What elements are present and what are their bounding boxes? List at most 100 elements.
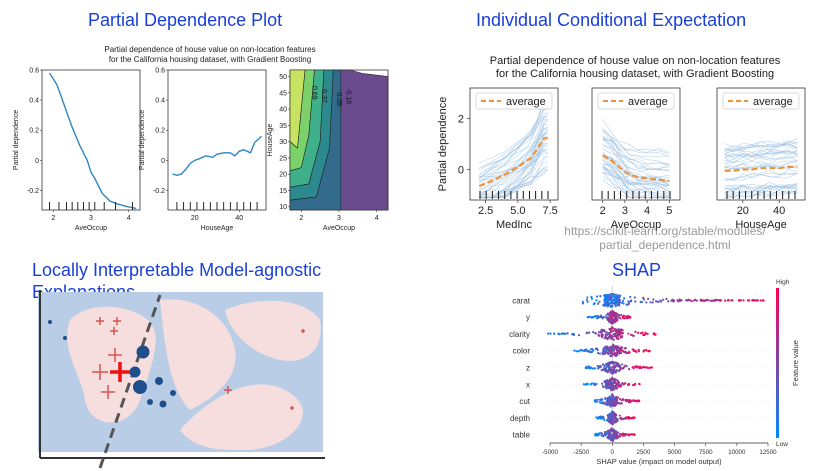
shap-point: [617, 381, 620, 384]
shap-point: [615, 397, 619, 401]
pdp-ylabel: Partial dependence: [139, 110, 146, 170]
shap-point: [601, 415, 605, 419]
ice-xtick-label: 5.0: [510, 205, 525, 217]
pdp-ytick-label: 40: [279, 107, 287, 114]
shap-xtick-label: 2500: [637, 449, 651, 456]
shap-point: [617, 313, 620, 316]
lime-red-cross: [108, 348, 122, 362]
shap-point: [678, 299, 682, 303]
shap-point: [590, 316, 593, 319]
shap-point: [611, 411, 614, 415]
shap-point: [573, 349, 576, 352]
shap-point: [610, 322, 613, 325]
shap-point: [606, 338, 609, 341]
pdp-xtick-label: 4: [375, 215, 379, 222]
ice-curve: [724, 170, 798, 182]
pdp-ytick-label: 0.2: [155, 128, 165, 135]
shap-point: [597, 433, 600, 436]
ice-curve: [724, 189, 798, 198]
ice-curve: [602, 139, 670, 153]
pdp-ytick-label: 0.4: [29, 98, 39, 105]
shap-point: [617, 346, 620, 349]
shap-feature-label: color: [513, 347, 531, 356]
ice-curve: [724, 154, 798, 164]
ice-heading: Individual Conditional Expectation: [476, 10, 747, 30]
shap-point: [726, 299, 730, 302]
shap-point: [602, 329, 606, 332]
ice-curve: [479, 118, 548, 191]
shap-point: [608, 336, 611, 339]
ice-curve: [602, 171, 670, 192]
ice-curve: [478, 144, 548, 197]
lime-blue-dot: [147, 399, 153, 405]
shap-point: [614, 384, 617, 387]
shap-point: [739, 299, 742, 302]
ice-xtick-label: 7.5: [542, 205, 557, 217]
pdp-xtick-label: 2: [51, 215, 55, 222]
lime-blue-dot: [48, 320, 52, 324]
ice-curve: [724, 155, 798, 167]
shap-point: [597, 315, 600, 318]
shap-point: [747, 299, 751, 302]
shap-point: [613, 421, 616, 424]
shap-feature-label: x: [526, 380, 530, 389]
shap-point: [597, 302, 600, 305]
shap-point: [667, 300, 670, 303]
shap-point: [707, 299, 710, 302]
lime-red-cross: [101, 385, 115, 399]
shap-point: [614, 312, 617, 315]
shap-point: [562, 332, 565, 335]
pdp-ytick-label: 0.4: [155, 98, 165, 105]
lime-red-cross: [113, 317, 121, 325]
shap-point: [602, 349, 605, 353]
shap-point: [600, 369, 603, 372]
shap-point: [608, 431, 611, 434]
shap-point: [621, 367, 625, 370]
shap-point: [609, 414, 612, 418]
shap-point: [611, 345, 614, 348]
shap-point: [695, 299, 699, 302]
pdp-axes-frame: [167, 69, 267, 211]
pdp-xlabel: AveOccup: [323, 225, 355, 232]
shap-point: [643, 333, 646, 336]
shap-point: [601, 363, 605, 366]
shap-point: [715, 298, 718, 302]
shap-point: [629, 295, 632, 299]
shap-point: [609, 419, 612, 422]
lime-red-cross: [290, 406, 294, 410]
pdp-xtick-label: 20: [191, 215, 199, 222]
shap-point: [623, 434, 626, 437]
shap-point: [605, 349, 608, 352]
ice-curve: [602, 163, 670, 185]
shap-point: [616, 349, 619, 352]
shap-point: [596, 352, 600, 355]
ice-xtick-label: 40: [773, 205, 785, 217]
shap-point: [606, 305, 609, 308]
shap-point: [606, 345, 609, 348]
ice-title-line2: for the California housing dataset, with…: [496, 68, 774, 80]
shap-point: [610, 326, 614, 329]
shap-feature-label: cut: [519, 397, 530, 406]
shap-point: [627, 303, 630, 306]
shap-point: [617, 316, 621, 319]
shap-point: [618, 414, 622, 417]
shap-point: [590, 351, 593, 354]
shap-point: [612, 378, 615, 381]
shap-point: [621, 329, 624, 332]
shap-point: [602, 367, 605, 370]
shap-point: [618, 301, 622, 304]
shap-point: [614, 430, 617, 433]
shap-point: [571, 333, 574, 336]
shap-point: [611, 423, 614, 426]
shap-point: [616, 300, 620, 304]
shap-point: [612, 338, 615, 341]
shap-point: [623, 317, 626, 320]
shap-point: [637, 331, 640, 334]
shap-point: [730, 299, 733, 302]
shap-point: [619, 397, 622, 401]
shap-point: [652, 332, 655, 335]
shap-point: [611, 372, 614, 375]
pdp-ylabel-houseage: HouseAge: [267, 124, 274, 157]
ice-legend-label: average: [753, 96, 793, 108]
shap-point: [614, 434, 617, 437]
